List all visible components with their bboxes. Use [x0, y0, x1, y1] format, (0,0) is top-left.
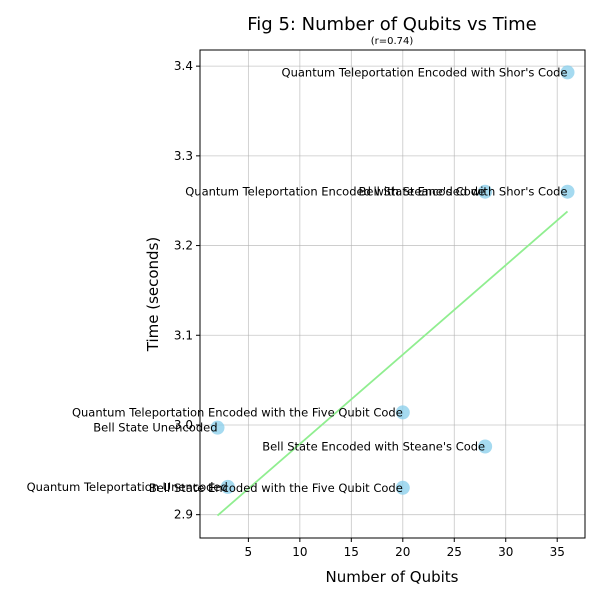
x-tick-label: 35: [550, 545, 565, 559]
trend-line: [216, 210, 569, 517]
x-tick-label: 5: [245, 545, 253, 559]
x-tick-label: 20: [395, 545, 410, 559]
x-axis-ticks: 5 10 15 20 25 30 35: [245, 538, 565, 559]
y-axis-ticks: 2.9 3.0 3.1 3.2 3.3 3.4: [174, 59, 200, 522]
chart-title: Fig 5: Number of Qubits vs Time: [247, 14, 537, 35]
data-point-label: Quantum Teleportation Encoded with Shor'…: [282, 65, 568, 79]
data-point-label: Quantum Teleportation Encoded with the F…: [72, 405, 403, 419]
plot-frame: [199, 49, 586, 539]
data-point-label: Bell State Encoded with Shor's Code: [358, 185, 567, 199]
data-point: [395, 405, 410, 420]
x-tick-label: 15: [344, 545, 359, 559]
chart-subtitle: (r=0.74): [371, 36, 414, 47]
x-axis-label: Number of Qubits: [326, 568, 459, 586]
data-point: [395, 480, 410, 495]
x-tick-label: 10: [292, 545, 307, 559]
y-tick-label: 3.2: [174, 239, 193, 253]
point-labels-layer: Quantum Teleportation Encoded with Shor'…: [27, 65, 568, 494]
y-axis-label: Time (seconds): [144, 237, 162, 353]
y-tick-label: 2.9: [174, 508, 193, 522]
y-tick-label: 3.4: [174, 59, 193, 73]
data-point-label: Bell State Encoded with Steane's Code: [262, 440, 485, 454]
data-point: [220, 479, 235, 494]
data-point-label: Bell State Unencoded: [93, 421, 217, 435]
points-layer: [210, 65, 575, 495]
y-tick-label: 3.0: [174, 418, 193, 432]
data-point: [478, 184, 493, 199]
data-point: [478, 439, 493, 454]
data-point: [210, 420, 225, 435]
x-tick-label: 25: [447, 545, 462, 559]
y-tick-label: 3.3: [174, 149, 193, 163]
data-point-label: Quantum Teleportation Encoded with Stean…: [185, 185, 485, 199]
data-point-label: Bell State Encoded with the Five Qubit C…: [149, 481, 403, 495]
data-point: [560, 184, 575, 199]
data-point-label: Quantum Teleportation Unencoded: [27, 480, 228, 494]
grid-layer: [200, 50, 585, 538]
x-tick-label: 30: [498, 545, 513, 559]
data-point: [560, 65, 575, 80]
y-tick-label: 3.1: [174, 328, 193, 342]
